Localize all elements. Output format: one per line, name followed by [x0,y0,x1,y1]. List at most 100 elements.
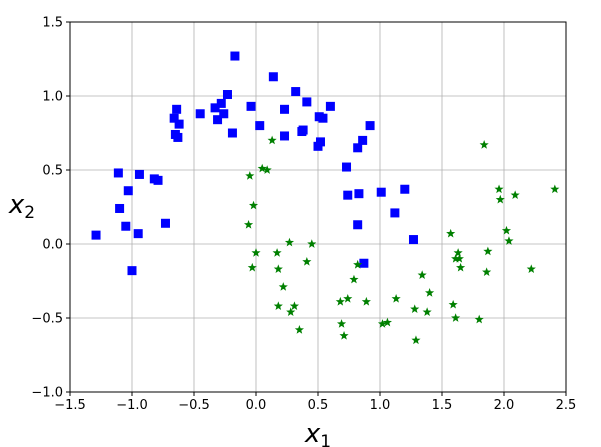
square-point-22 [227,128,237,138]
star-point-26 [382,317,393,327]
star-point-38 [454,254,464,263]
star-point-43 [483,246,493,256]
star-point-35 [451,254,461,263]
square-point-20 [219,109,229,119]
star-point-42 [482,267,492,276]
square-point-35 [315,137,325,147]
square-point-10 [160,218,170,228]
square-point-23 [230,51,240,61]
square-point-17 [210,103,220,113]
y-tick-label: −0.5 [31,312,63,327]
y-axis-label-sub: 2 [24,203,35,223]
x-tick-label: 2.0 [494,398,515,413]
star-point-39 [456,262,466,272]
y-axis-label-main: x [8,190,25,220]
square-point-37 [325,101,335,111]
x-axis-label-sub: 1 [320,432,331,447]
square-point-47 [390,208,400,218]
star-point-46 [501,225,512,235]
square-point-26 [268,72,278,82]
square-point-14 [173,132,183,142]
y-tick-label: 0.5 [42,164,63,179]
star-point-31 [422,307,432,316]
x-tick-label: 2.5 [556,398,577,413]
star-point-8 [272,248,282,257]
square-point-44 [359,258,369,268]
star-point-40 [474,314,484,324]
star-point-2 [247,262,257,272]
star-point-48 [510,190,520,200]
square-point-42 [353,220,363,230]
square-point-6 [133,229,143,239]
square-point-38 [342,162,352,172]
square-point-0 [91,230,101,240]
y-tick-label: 0.0 [42,238,63,253]
star-point-20 [339,330,349,340]
square-point-9 [153,175,163,185]
data-markers [91,51,560,345]
star-point-1 [245,171,255,180]
x-axis-label: x1 [304,419,331,447]
square-point-41 [354,189,364,199]
star-point-47 [504,236,514,245]
star-point-12 [284,237,295,247]
y-axis-label: x2 [8,190,35,223]
star-point-3 [248,200,259,210]
y-tick-label: 1.5 [42,16,63,31]
square-point-32 [302,97,312,107]
star-point-49 [526,264,536,274]
star-point-22 [349,274,359,284]
x-tick-label: −0.5 [178,398,210,413]
star-point-6 [262,165,272,174]
square-point-39 [343,190,353,200]
star-point-7 [267,135,277,145]
x-tick-label: 1.0 [370,398,391,413]
square-point-18 [213,115,223,125]
x-tick-label: −1.0 [116,398,148,413]
star-point-28 [410,304,420,313]
star-point-11 [278,282,288,291]
star-point-0 [243,219,254,229]
square-point-15 [174,119,184,129]
square-point-40 [353,143,363,153]
star-point-14 [289,301,300,311]
star-point-45 [495,194,505,204]
star-point-13 [286,307,296,316]
x-tick-label: 0.0 [246,398,267,413]
square-point-28 [280,104,290,114]
y-tick-label: −1.0 [31,386,63,401]
y-tick-label: 1.0 [42,90,63,105]
square-point-45 [365,121,375,131]
star-point-29 [411,335,421,345]
square-point-11 [169,113,179,123]
x-tick-label: 1.5 [432,398,453,413]
square-point-29 [291,87,301,97]
star-point-32 [425,288,435,297]
star-point-36 [451,313,461,322]
star-point-24 [361,296,371,306]
star-point-15 [294,325,304,334]
square-point-21 [222,90,232,100]
square-point-19 [216,98,226,108]
square-point-5 [127,266,137,276]
star-point-27 [391,293,401,303]
square-point-24 [246,101,256,111]
star-point-33 [446,228,456,238]
star-point-21 [343,293,353,303]
star-point-17 [307,239,317,248]
star-point-5 [257,163,267,173]
x-axis-label-main: x [304,419,321,447]
square-point-36 [318,113,328,123]
x-tick-label: 0.5 [308,398,329,413]
star-point-19 [336,319,347,328]
star-point-34 [448,299,458,309]
star-point-50 [550,184,560,194]
square-point-27 [280,131,290,141]
star-point-10 [273,264,283,274]
square-point-46 [376,187,386,197]
square-point-25 [255,121,265,131]
square-point-13 [172,104,182,114]
star-point-44 [494,184,504,194]
star-point-30 [417,270,427,279]
